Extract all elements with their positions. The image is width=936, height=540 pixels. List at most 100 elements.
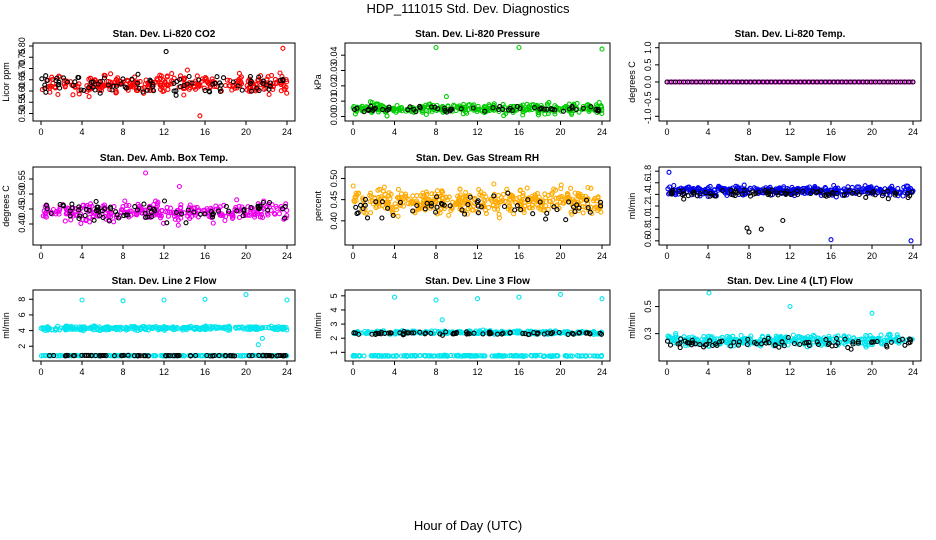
y-tick-label: 0.50 [329, 170, 339, 188]
data-point [78, 87, 84, 93]
y-tick-label: 0.50 [17, 105, 27, 123]
data-point [787, 303, 793, 310]
data-point [515, 328, 521, 334]
data-point [505, 190, 511, 196]
data-point [525, 197, 531, 203]
data-point [403, 195, 409, 201]
data-point [569, 111, 575, 117]
data-point [806, 339, 812, 345]
x-tick-label: 20 [555, 251, 565, 261]
data-point [376, 194, 382, 200]
x-tick-label: 12 [159, 367, 169, 377]
data-point [280, 45, 286, 51]
data-point [706, 290, 712, 296]
data-point [241, 353, 247, 359]
x-tick-label: 12 [785, 251, 795, 261]
data-point [266, 86, 272, 92]
data-point [488, 330, 494, 337]
x-tick-label: 8 [120, 251, 125, 261]
data-point [352, 111, 358, 117]
x-tick-label: 20 [241, 251, 251, 261]
data-point [276, 325, 283, 331]
data-point [862, 342, 868, 348]
data-point [90, 79, 96, 85]
data-point [471, 353, 477, 359]
data-point [495, 206, 501, 212]
data-point [209, 207, 215, 213]
data-point [158, 73, 164, 79]
data-point [569, 211, 575, 217]
data-point [243, 292, 249, 298]
data-point [800, 188, 806, 194]
data-point [479, 353, 485, 359]
data-point [498, 353, 504, 359]
data-point [202, 296, 208, 302]
data-point [460, 101, 467, 107]
data-point [409, 353, 415, 359]
data-point [441, 202, 447, 208]
data-point [908, 238, 914, 244]
data-point [393, 204, 399, 210]
x-tick-label: 8 [746, 251, 751, 261]
y-axis-label: kPa [313, 74, 323, 90]
data-point [451, 331, 458, 337]
data-point [93, 208, 99, 214]
data-point [234, 197, 240, 203]
data-point [220, 212, 226, 218]
data-point [123, 202, 129, 209]
data-point [667, 342, 674, 348]
data-point [881, 189, 887, 195]
data-point [270, 83, 276, 89]
data-point [98, 326, 104, 333]
data-point [500, 191, 507, 197]
data-point [107, 204, 114, 210]
data-point [79, 352, 85, 358]
data-point [378, 331, 384, 337]
data-point [534, 330, 541, 336]
y-tick-label: 0.6 [643, 235, 653, 248]
data-point [44, 324, 50, 330]
x-tick-label: 20 [241, 367, 251, 377]
data-point [571, 204, 577, 210]
data-point [477, 353, 483, 359]
data-point [432, 198, 438, 204]
data-point [350, 183, 356, 189]
data-point [474, 296, 481, 302]
data-point [439, 332, 446, 338]
data-point [593, 107, 599, 113]
data-point [97, 90, 103, 96]
data-point [664, 338, 671, 344]
data-point [171, 327, 177, 333]
data-point [491, 193, 497, 199]
x-tick-label: 24 [908, 251, 918, 261]
data-point [566, 199, 572, 205]
data-point [260, 80, 266, 86]
data-point [96, 208, 102, 214]
data-point [141, 208, 148, 214]
data-point [850, 339, 856, 345]
data-point [236, 70, 242, 76]
data-point [516, 294, 522, 300]
data-point [277, 70, 283, 76]
data-point [668, 335, 674, 341]
data-point [90, 84, 96, 90]
data-point [414, 198, 420, 204]
data-point [210, 220, 216, 226]
data-point [496, 353, 502, 359]
y-tick-label: 1.2 [643, 200, 653, 213]
data-point [375, 187, 381, 193]
data-point [689, 342, 695, 348]
panel-title: Stan. Dev. Line 3 Flow [425, 276, 530, 287]
data-point [390, 353, 396, 359]
data-point [257, 214, 263, 220]
x-tick-label: 8 [746, 367, 751, 377]
data-point [410, 208, 416, 214]
data-point [598, 353, 604, 359]
data-point [894, 332, 900, 338]
data-point [888, 339, 894, 345]
data-point [551, 186, 557, 192]
data-point [51, 353, 57, 359]
data-point [516, 44, 522, 51]
data-point [176, 183, 182, 190]
data-point [108, 71, 114, 77]
